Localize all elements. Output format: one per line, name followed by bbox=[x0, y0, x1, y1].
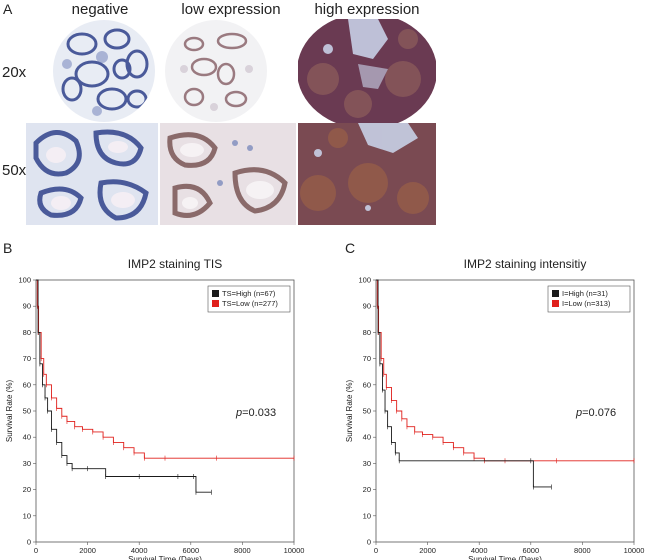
chart-c-series-low-line bbox=[376, 279, 634, 462]
histology-low-50x bbox=[160, 123, 296, 225]
chart-c-title: IMP2 staining intensitiy bbox=[463, 257, 587, 271]
chart-c-xlabel: Survival Time (Days) bbox=[468, 555, 542, 560]
chart-c-xtick-label: 8000 bbox=[574, 546, 591, 555]
chart-b-xtick-label: 6000 bbox=[182, 546, 199, 555]
chart-b-ytick-label: 30 bbox=[23, 459, 31, 468]
survival-chart-intensity: 0 10 20 30 40 50 60 70 80 90 100 0 2000 4000 6000 8000 1… bbox=[345, 276, 645, 560]
chart-c-xtick-label: 2000 bbox=[419, 546, 436, 555]
chart-b-ytick-label: 100 bbox=[18, 276, 31, 285]
chart-c-xtick-label: 6000 bbox=[522, 546, 539, 555]
row-header-20x: 20x bbox=[2, 64, 27, 81]
chart-b-ytick-label: 40 bbox=[23, 433, 31, 442]
chart-c-ytick-label: 10 bbox=[363, 511, 371, 520]
column-header-high-expression: high expression bbox=[314, 1, 420, 18]
chart-b-p-value: p=0.033 bbox=[235, 407, 276, 419]
chart-c-xtick-label: 0 bbox=[374, 546, 378, 555]
chart-c-p-value: p=0.076 bbox=[575, 407, 616, 419]
chart-c-legend-label: I=Low (n=313) bbox=[562, 299, 611, 308]
chart-b-ytick-label: 0 bbox=[27, 538, 31, 547]
column-header-negative: negative bbox=[71, 1, 129, 18]
chart-b-xtick-label: 2000 bbox=[79, 546, 96, 555]
chart-c-ytick-label: 80 bbox=[363, 328, 371, 337]
chart-c-xtick-label: 10000 bbox=[624, 546, 645, 555]
survival-chart-tis: 0 10 20 30 40 50 60 70 80 90 100 0 2000 4000 6000 8000 1… bbox=[5, 276, 305, 560]
chart-c-legend-box bbox=[547, 285, 631, 313]
histology-high-50x bbox=[298, 123, 436, 225]
chart-b-series-low-line bbox=[36, 279, 294, 459]
chart-c-ytick-label: 70 bbox=[363, 354, 371, 363]
chart-b-ytick-label: 20 bbox=[23, 485, 31, 494]
chart-b-ylabel: Survival Rate (%) bbox=[5, 380, 14, 443]
chart-c-ytick-label: 0 bbox=[367, 538, 371, 547]
panel-b-letter: B bbox=[3, 240, 13, 256]
chart-b-legend-label: TS=High (n=67) bbox=[222, 289, 276, 298]
histology-negative-50x bbox=[26, 123, 158, 225]
chart-b-series-high-line bbox=[36, 279, 212, 493]
chart-b-title: IMP2 staining TIS bbox=[127, 257, 223, 271]
chart-c-ytick-label: 20 bbox=[363, 485, 371, 494]
chart-b-legend-box bbox=[207, 285, 291, 313]
chart-c-ytick-label: 50 bbox=[363, 407, 371, 416]
chart-b-ytick-label: 60 bbox=[23, 380, 31, 389]
chart-b-xtick-label: 0 bbox=[34, 546, 38, 555]
tma-core-high-20x bbox=[298, 19, 436, 123]
column-header-low-expression: low expression bbox=[181, 1, 281, 18]
chart-b-xtick-label: 10000 bbox=[284, 546, 305, 555]
chart-b-ytick-label: 70 bbox=[23, 354, 31, 363]
chart-c-ytick-label: 30 bbox=[363, 459, 371, 468]
chart-c-series-high-line bbox=[376, 279, 552, 488]
tma-core-negative-20x bbox=[52, 19, 156, 123]
chart-c-ytick-label: 90 bbox=[363, 302, 371, 311]
chart-c-xtick-label: 4000 bbox=[471, 546, 488, 555]
chart-c-ylabel: Survival Rate (%) bbox=[345, 380, 354, 443]
chart-b-xtick-label: 4000 bbox=[131, 546, 148, 555]
chart-c-ytick-label: 40 bbox=[363, 433, 371, 442]
panel-c-letter: C bbox=[345, 240, 356, 256]
panel-a-letter: A bbox=[3, 1, 13, 17]
tma-core-low-20x bbox=[164, 19, 268, 123]
chart-c-legend-swatch bbox=[552, 300, 559, 307]
chart-b-ytick-label: 90 bbox=[23, 302, 31, 311]
chart-b-ytick-label: 50 bbox=[23, 407, 31, 416]
chart-b-legend-swatch bbox=[212, 290, 219, 297]
chart-c-legend-swatch bbox=[552, 290, 559, 297]
chart-b-legend-label: TS=Low (n=277) bbox=[222, 299, 278, 308]
chart-b-ytick-label: 80 bbox=[23, 328, 31, 337]
chart-c-legend-label: I=High (n=31) bbox=[562, 289, 608, 298]
chart-b-legend-swatch bbox=[212, 300, 219, 307]
chart-c-ytick-label: 60 bbox=[363, 380, 371, 389]
chart-b-xtick-label: 8000 bbox=[234, 546, 251, 555]
chart-c-ytick-label: 100 bbox=[358, 276, 371, 285]
chart-b-ytick-label: 10 bbox=[23, 511, 31, 520]
row-header-50x: 50x bbox=[2, 162, 27, 179]
chart-b-xlabel: Survival Time (Days) bbox=[128, 555, 202, 560]
